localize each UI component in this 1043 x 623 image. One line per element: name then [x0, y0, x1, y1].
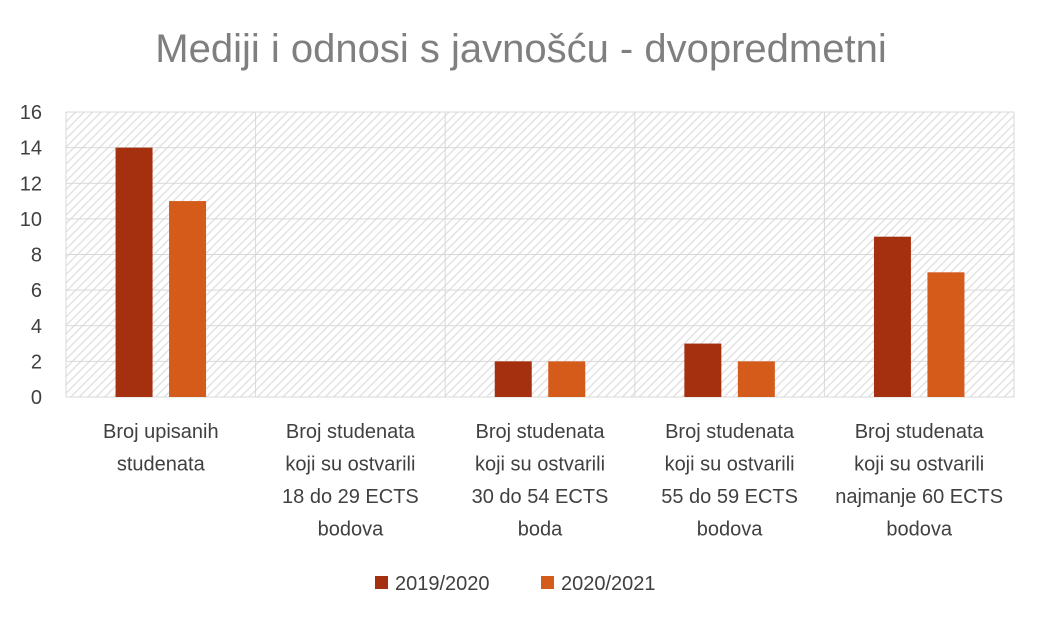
category-label-line: 55 do 59 ECTS [661, 486, 798, 508]
category-label-line: Broj upisanih [103, 421, 219, 443]
category-label: Broj upisanih studenata [103, 421, 219, 476]
y-tick-label: 10 [20, 209, 42, 231]
category-label-line: bodova [318, 519, 384, 541]
y-tick-label: 0 [31, 387, 42, 409]
category-label-line: Broj studenata [476, 421, 606, 443]
bar-series-2 [169, 201, 207, 397]
legend-item: 2019/2020 [375, 573, 490, 595]
category-label-line: bodova [697, 519, 763, 541]
bar-series-2 [927, 272, 965, 397]
y-axis-tick-labels: 0 2 4 6 8 10 12 14 16 [20, 102, 42, 409]
category-label-line: Broj studenata [855, 421, 985, 443]
bar-series-1 [684, 343, 722, 397]
category-label: Broj studenata koji su ostvarili 18 do 29 … [282, 421, 419, 541]
legend-label: 2019/2020 [395, 573, 490, 595]
bar-series-1 [115, 147, 153, 397]
legend-label: 2020/2021 [561, 573, 656, 595]
bar-series-1 [873, 236, 911, 397]
category-label-line: koji su ostvarili [665, 454, 795, 476]
bar-series-1 [494, 361, 532, 397]
legend-item: 2020/2021 [541, 573, 656, 595]
legend-swatch [541, 576, 554, 589]
legend-swatch [375, 576, 388, 589]
y-tick-label: 6 [31, 280, 42, 302]
category-label-line: 30 do 54 ECTS [472, 486, 609, 508]
category-label-line: studenata [117, 454, 206, 476]
y-tick-label: 2 [31, 351, 42, 373]
category-label-line: koji su ostvarili [285, 454, 415, 476]
category-label: Broj studenata koji su ostvarili 55 do 59 … [661, 421, 798, 541]
category-label-line: najmanje 60 ECTS [835, 486, 1003, 508]
chart-title: Mediji i odnosi s javnošću - dvopredmetn… [155, 27, 886, 71]
gridlines [65, 111, 1015, 398]
bar-series-2 [548, 361, 586, 397]
category-label-line: Broj studenata [665, 421, 795, 443]
category-label-line: koji su ostvarili [854, 454, 984, 476]
bar-series-2 [737, 361, 775, 397]
legend: 2019/2020 2020/2021 [375, 573, 656, 595]
category-label-line: 18 do 29 ECTS [282, 486, 419, 508]
category-label-line: Broj studenata [286, 421, 416, 443]
y-tick-label: 8 [31, 245, 42, 267]
y-tick-label: 12 [20, 173, 42, 195]
x-axis-category-labels: Broj upisanih studenata Broj studenata koji… [103, 421, 1003, 541]
category-label: Broj studenata koji su ostvarili 30 do 54 … [472, 421, 609, 541]
y-tick-label: 16 [20, 102, 42, 124]
category-label-line: bodova [886, 519, 952, 541]
category-label-line: boda [518, 519, 563, 541]
y-tick-label: 14 [20, 138, 42, 160]
bars [115, 147, 965, 397]
category-label-line: koji su ostvarili [475, 454, 605, 476]
category-label: Broj studenata koji su ostvarili najmanje … [835, 421, 1003, 541]
y-tick-label: 4 [31, 316, 42, 338]
